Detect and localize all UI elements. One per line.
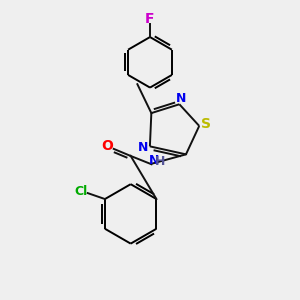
- Text: O: O: [102, 139, 113, 152]
- Text: F: F: [145, 12, 155, 26]
- Text: N: N: [148, 154, 159, 167]
- Text: N: N: [176, 92, 186, 105]
- Text: H: H: [155, 155, 166, 168]
- Text: S: S: [201, 117, 211, 131]
- Text: N: N: [138, 141, 148, 154]
- Text: Cl: Cl: [74, 185, 87, 198]
